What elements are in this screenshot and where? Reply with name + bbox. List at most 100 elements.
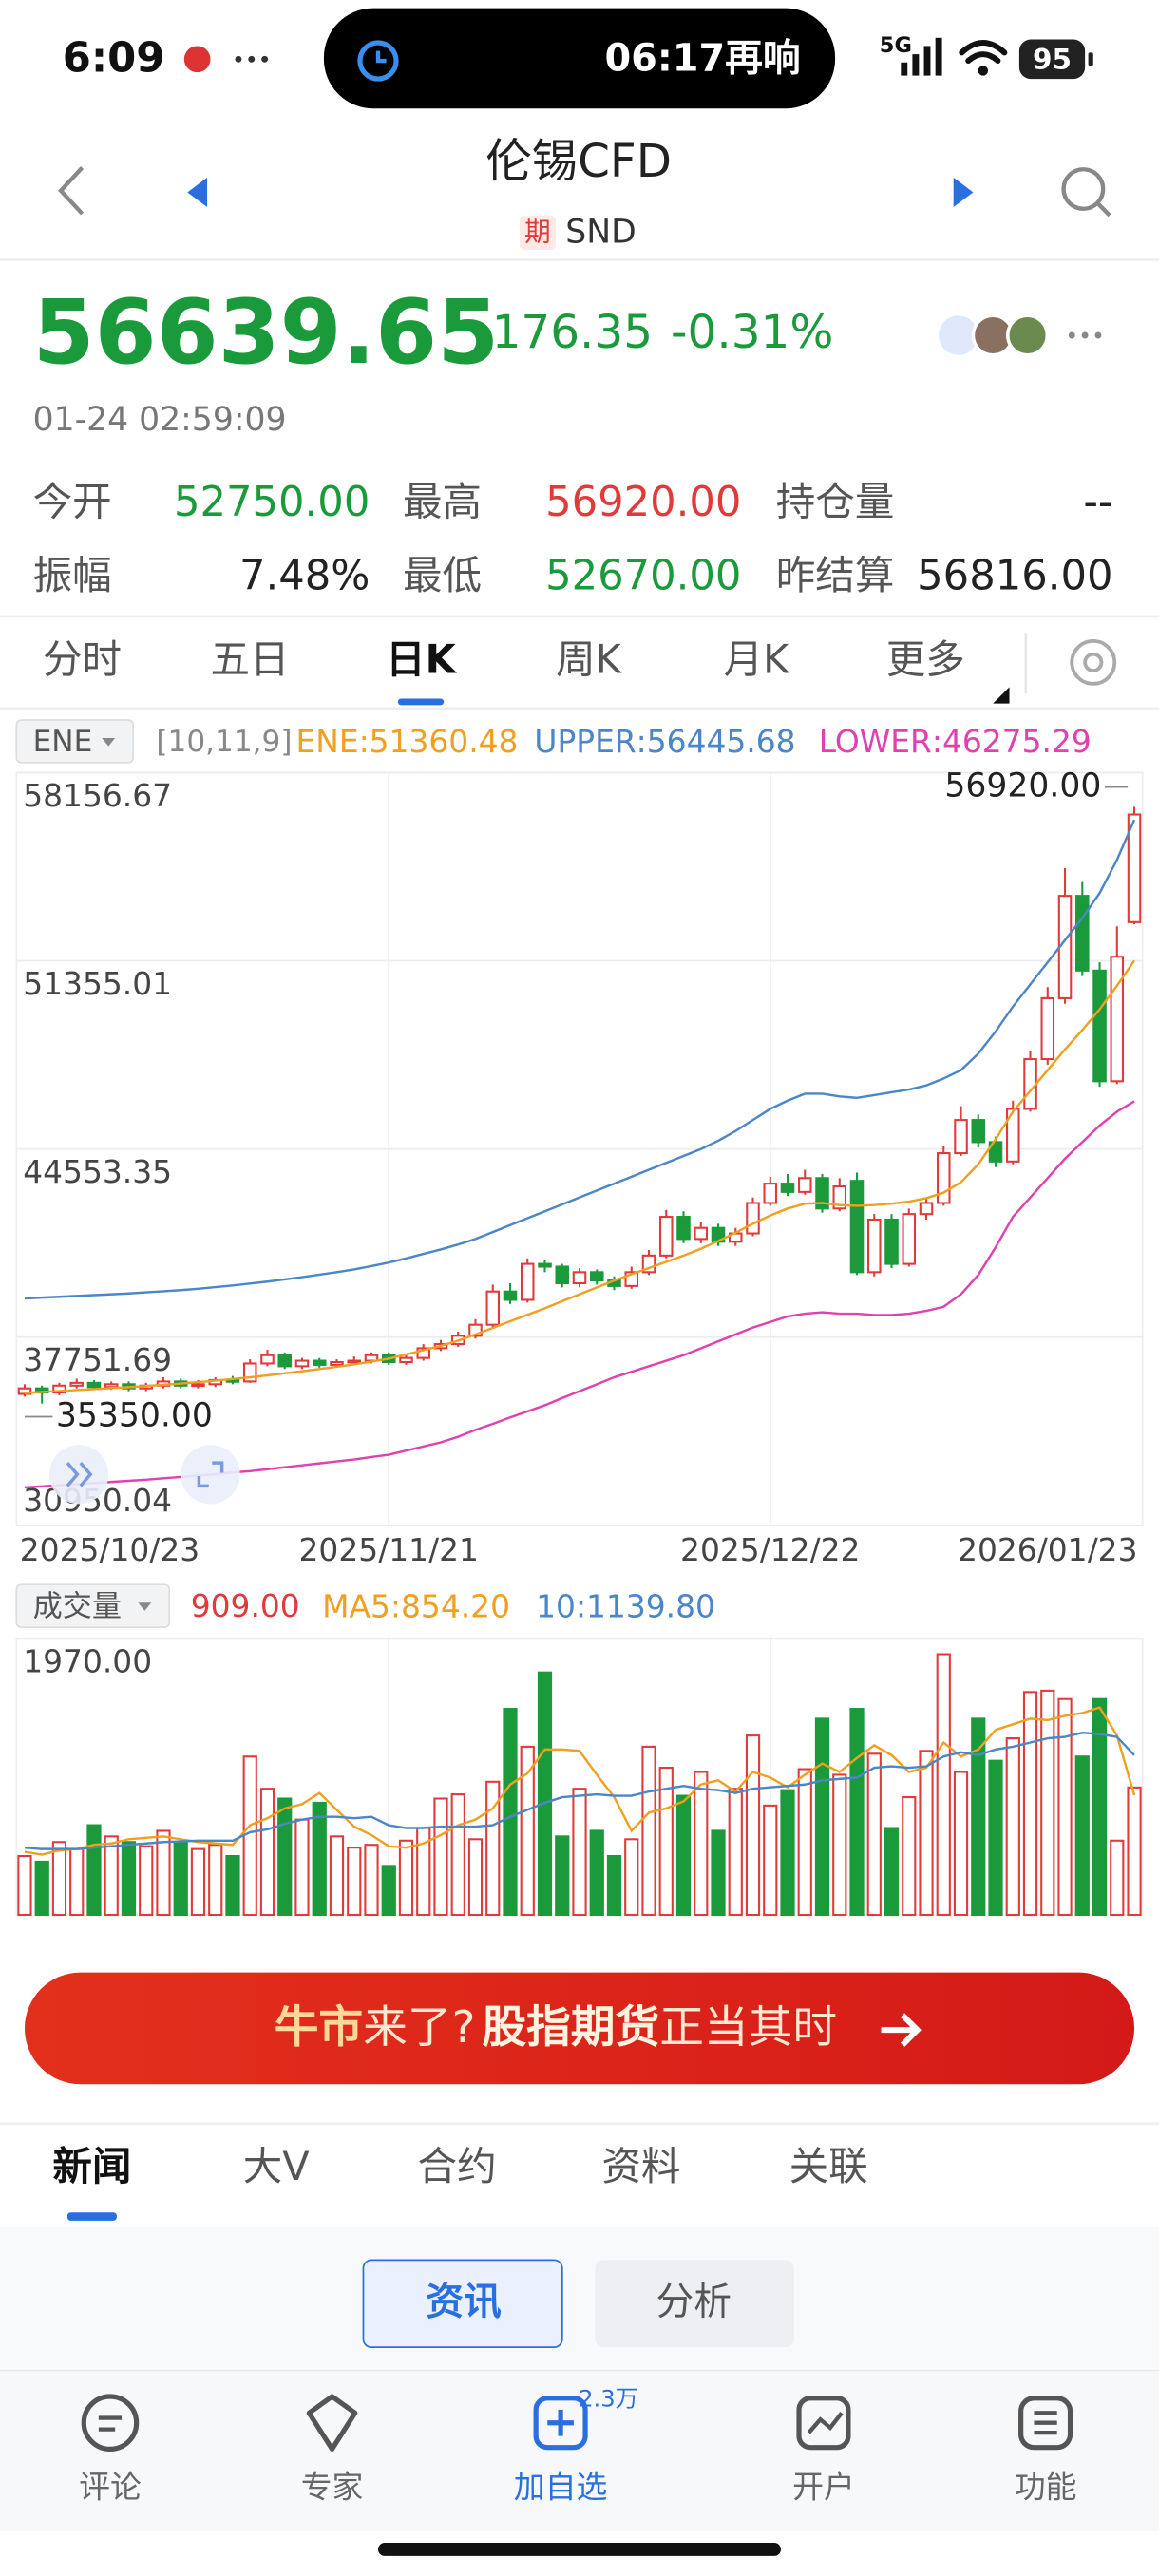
back-button[interactable] — [58, 166, 85, 216]
legend-name: UPPER — [534, 723, 636, 760]
candle-body — [520, 1262, 535, 1301]
stat-label: 昨结算 — [776, 552, 895, 598]
prev-button[interactable] — [187, 177, 208, 208]
wifi — [959, 39, 1008, 65]
banner-arrow — [881, 2013, 922, 2047]
tab[interactable]: 新闻 — [52, 2143, 131, 2189]
legend-value: 1139.80 — [586, 1587, 715, 1624]
tab[interactable]: 周K — [556, 635, 623, 682]
search-button[interactable] — [1061, 167, 1106, 211]
volume-bar — [312, 1801, 327, 1917]
volume-indicator-select[interactable] — [15, 1583, 171, 1629]
volume-bar — [953, 1771, 969, 1917]
volume-bar — [1092, 1697, 1108, 1917]
nav-label[interactable]: 评论 — [79, 2468, 142, 2505]
x-tick-label: 2025/11/21 — [299, 1531, 479, 1568]
stat-label: 最低 — [403, 552, 482, 598]
candle-body — [1075, 895, 1090, 972]
volume-bar — [294, 1818, 310, 1917]
candle-body — [572, 1271, 587, 1285]
period-tabs: 分时 五日 日K 周K 月K 更多 — [43, 635, 965, 706]
account-icon — [796, 2396, 851, 2451]
volume-bar — [1127, 1786, 1142, 1917]
candle-body — [1092, 969, 1107, 1083]
banner-text: 牛市来了? 股指期货正当其时 — [275, 2002, 837, 2054]
alarm-hand — [375, 50, 387, 64]
battery — [1018, 39, 1086, 80]
signal — [912, 54, 920, 76]
stat-value: 7.48% — [239, 553, 370, 600]
candle-body — [919, 1202, 934, 1216]
nav-label[interactable]: 功能 — [1015, 2468, 1077, 2505]
volume-name: 成交量 — [33, 1589, 122, 1623]
legend-value: 56445.68 — [647, 723, 796, 760]
candle-body — [1006, 1108, 1020, 1163]
nav-label[interactable]: 开户 — [792, 2468, 855, 2505]
tab[interactable]: 月K — [724, 635, 791, 682]
candle-body — [503, 1290, 518, 1301]
tab[interactable]: 大V — [243, 2143, 311, 2189]
home-indicator — [378, 2543, 781, 2556]
volume-bar — [936, 1653, 951, 1917]
candle-body — [347, 1359, 362, 1364]
tab[interactable]: 分析 — [656, 2281, 732, 2324]
volume-bar — [624, 1838, 639, 1917]
clock: 6:09 — [63, 35, 165, 83]
next-button[interactable] — [953, 177, 974, 208]
change-pct: -0.31% — [671, 306, 833, 359]
x-tick-label: 2025/12/22 — [680, 1531, 860, 1568]
y-tick-label: 51355.01 — [23, 965, 172, 1002]
volume-bar — [277, 1797, 293, 1917]
volume-bar — [780, 1789, 795, 1917]
function-icon-lines — [1034, 2411, 1057, 2435]
indicator-select[interactable] — [15, 719, 135, 764]
dynamic-island — [323, 8, 836, 109]
legend-name: ENE — [295, 723, 358, 760]
volume-bar — [329, 1835, 345, 1917]
tab[interactable]: 五日 — [211, 635, 290, 682]
candle-body — [468, 1323, 483, 1337]
stat-value: 52750.00 — [174, 479, 370, 526]
banner-strong: 股指期货 — [482, 2002, 659, 2054]
tab[interactable]: 资料 — [601, 2143, 680, 2189]
legend-entry: LOWER:46275.29 — [819, 723, 1092, 760]
tab[interactable]: 关联 — [789, 2143, 868, 2189]
sub-tab-box[interactable] — [595, 2260, 794, 2348]
app-icon — [183, 46, 211, 73]
more-dot[interactable] — [1068, 331, 1075, 339]
tab[interactable]: 分时 — [43, 635, 122, 682]
avatar[interactable] — [1006, 313, 1050, 357]
tag-bg — [519, 215, 556, 251]
tab[interactable]: 资讯 — [426, 2281, 502, 2324]
legend-name: LOWER — [819, 723, 932, 760]
code: SND — [565, 214, 636, 252]
nav-label[interactable]: 专家 — [301, 2468, 364, 2505]
expand-button[interactable] — [180, 1445, 240, 1505]
stat-label: 持仓量 — [776, 478, 895, 524]
nav-label[interactable]: 加自选 — [514, 2468, 608, 2505]
candle-body — [1127, 813, 1142, 923]
volume-bar — [1005, 1737, 1020, 1917]
avatar[interactable] — [939, 315, 978, 355]
function-icon — [1018, 2396, 1074, 2451]
sub-tabs: 资讯 分析 — [362, 2259, 794, 2348]
volume-bar — [69, 1847, 85, 1917]
tab[interactable]: 合约 — [418, 2143, 497, 2189]
banner-strong: 牛市 — [275, 2002, 363, 2054]
volume-bar — [658, 1767, 674, 1917]
high-marker-label: 56920.00 — [944, 767, 1101, 805]
settings-button[interactable] — [1070, 638, 1117, 686]
promo-banner[interactable] — [24, 1972, 1135, 2085]
signal — [923, 46, 931, 76]
volume-bar — [1057, 1697, 1073, 1917]
tab[interactable]: 更多 — [886, 635, 965, 682]
tab[interactable]: 日K — [386, 635, 458, 682]
volume-bar — [711, 1829, 726, 1917]
volume-bar — [832, 1773, 847, 1917]
legend-value: 854.20 — [401, 1587, 510, 1624]
candle-body — [658, 1216, 674, 1257]
indicator-params: [10,11,9] — [156, 725, 292, 759]
quote-time: 01-24 02:59:09 — [33, 401, 287, 439]
sub-tab-box[interactable] — [362, 2259, 563, 2348]
